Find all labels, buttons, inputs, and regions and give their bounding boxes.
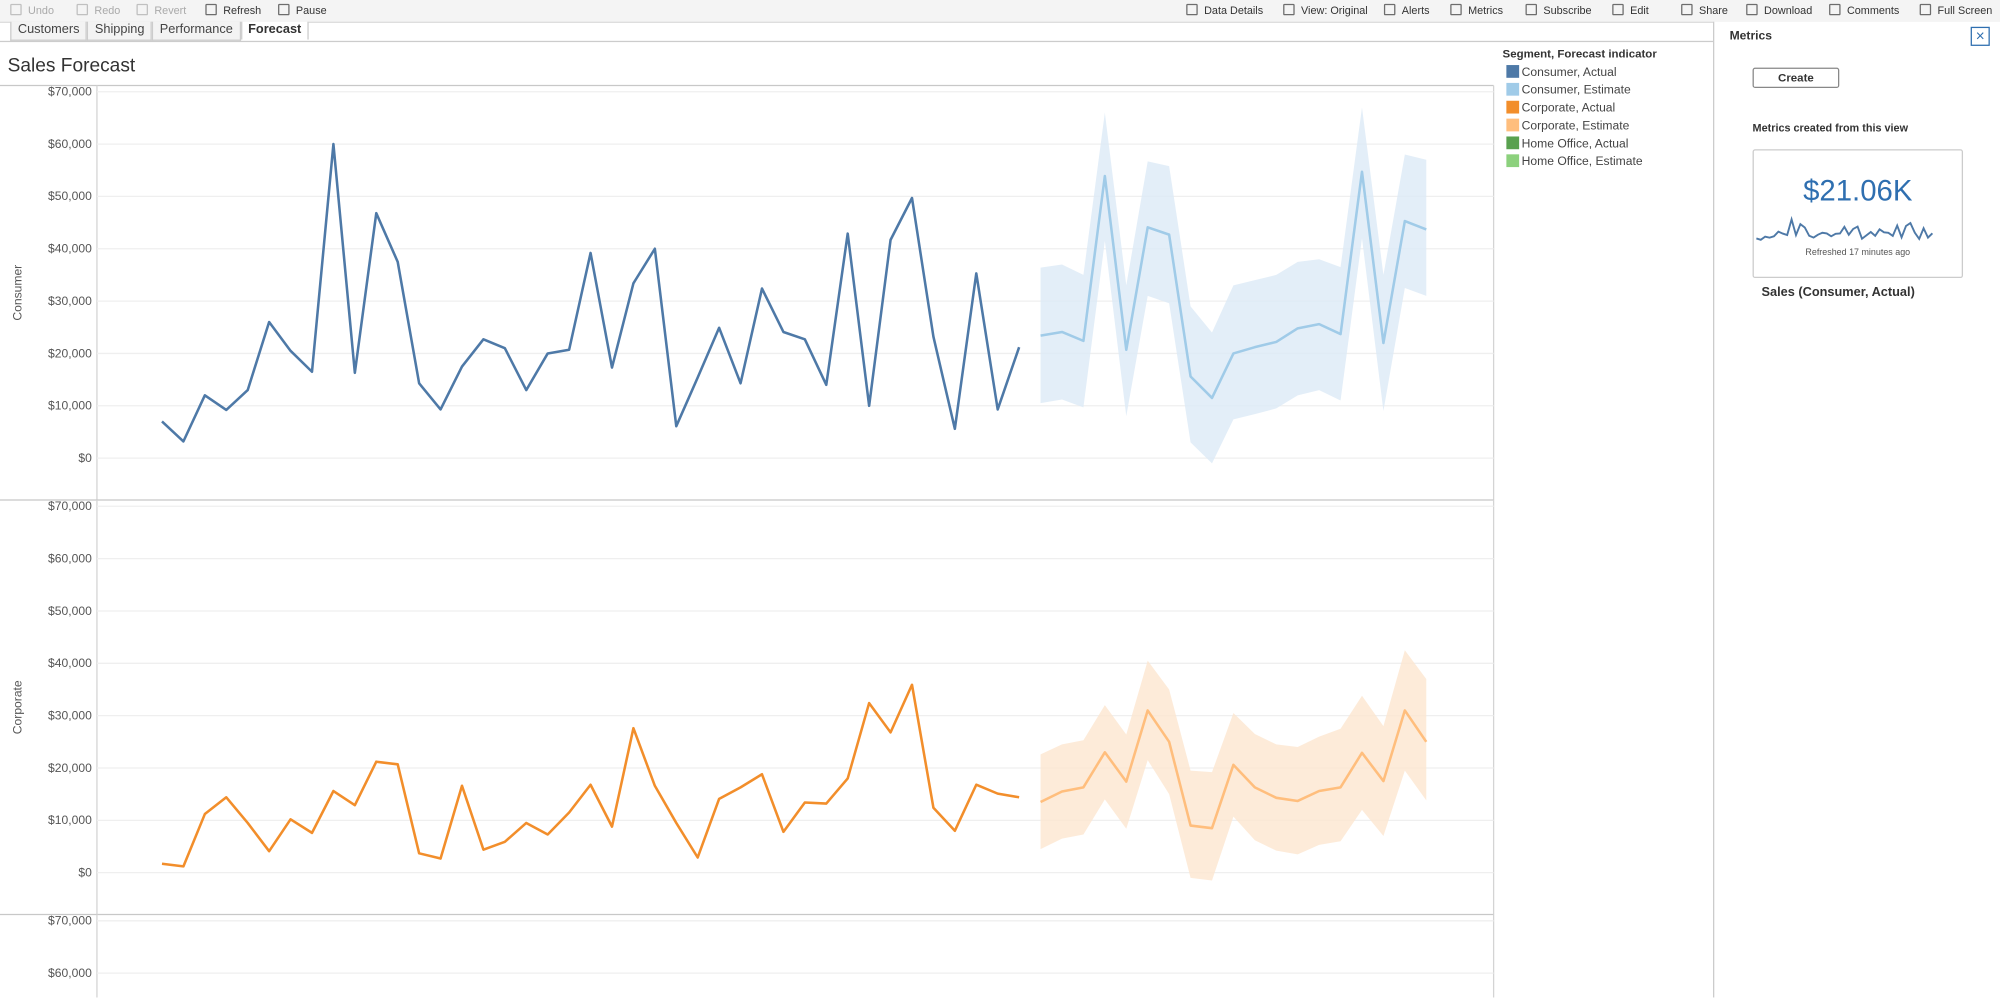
tab[interactable]: Customers [10, 21, 88, 41]
y-tick-label: $30,000 [48, 294, 92, 308]
legend-swatch [1506, 154, 1520, 168]
section-heading: Metrics created from this view [1752, 121, 1909, 134]
chart-title: Sales Forecast [8, 55, 136, 76]
close-button[interactable]: × [1970, 26, 1990, 46]
metrics-panel: Metrics × Create Metrics created from th… [1713, 21, 2000, 998]
legend-label: Corporate, Estimate [1522, 118, 1630, 132]
y-tick-label: $40,000 [48, 242, 92, 256]
toolbar-button[interactable]: Subscribe [1526, 4, 1591, 17]
y-axis-label: Consumer [11, 265, 25, 321]
y-axis-label: Corporate [11, 680, 25, 734]
toolbar-button[interactable]: Refresh [205, 4, 261, 17]
metric-name: Sales (Consumer, Actual) [1761, 285, 1915, 300]
series-line [161, 142, 1021, 443]
toolbar-button[interactable]: Data Details [1186, 4, 1263, 17]
series-line [1040, 709, 1428, 830]
y-tick-label: $10,000 [48, 399, 92, 413]
toolbar-button[interactable]: Revert [136, 4, 186, 17]
metric-value: $21.06K [1803, 173, 1913, 207]
toolbar-button[interactable]: Share [1681, 4, 1728, 17]
legend-swatch [1506, 100, 1520, 114]
y-tick-label: $60,000 [48, 551, 92, 565]
legend-title: Segment, Forecast indicator [1503, 48, 1658, 60]
y-tick-label: $70,000 [48, 85, 92, 99]
toolbar-button[interactable]: Alerts [1384, 4, 1430, 17]
tabs: Customers Shipping Performance Forecast [10, 21, 309, 41]
toolbar-button[interactable]: Full Screen [1920, 4, 1992, 17]
toolbar-button[interactable]: Metrics [1450, 4, 1503, 17]
tab[interactable]: Performance [152, 21, 241, 41]
legend-swatch [1506, 82, 1520, 96]
legend-label: Home Office, Actual [1522, 136, 1629, 150]
y-tick-label: $50,000 [48, 604, 92, 618]
y-tick-label: $20,000 [48, 761, 92, 775]
y-tick-label: $60,000 [48, 966, 92, 980]
y-tick-label: $20,000 [48, 346, 92, 360]
panel-title: Metrics [1729, 29, 1773, 44]
y-tick-label: $30,000 [48, 708, 92, 722]
tab[interactable]: Forecast [240, 21, 309, 40]
legend-label: Consumer, Actual [1522, 65, 1617, 79]
legend-swatch [1506, 65, 1520, 78]
forecast-band [1040, 107, 1427, 464]
metric-card[interactable]: $21.06K Refreshed 17 minutes ago [1752, 149, 1964, 279]
y-tick-label: $50,000 [48, 189, 92, 203]
toolbar-button[interactable]: Edit [1612, 4, 1649, 17]
tab[interactable]: Shipping [87, 21, 153, 41]
sparkline [1756, 215, 1934, 241]
y-tick-label: $70,000 [48, 499, 92, 513]
y-tick-label: $10,000 [48, 813, 92, 827]
sparkline-path [1756, 215, 1934, 241]
y-tick-label: $0 [78, 865, 92, 879]
y-tick-label: $60,000 [48, 137, 92, 151]
toolbar-button[interactable]: Redo [77, 4, 120, 17]
toolbar-button[interactable]: Download [1746, 4, 1812, 17]
toolbar-button[interactable]: Pause [278, 4, 327, 17]
chart: Sales Forecast Segment, Forecast indicat… [0, 48, 1658, 998]
divider [0, 40, 1714, 43]
legend-swatch [1506, 118, 1520, 132]
toolbar-button[interactable]: View: Original [1283, 4, 1368, 17]
legend-swatch [1506, 136, 1520, 150]
legend-label: Corporate, Actual [1522, 101, 1616, 115]
legend-label: Consumer, Estimate [1522, 83, 1631, 97]
toolbar: Undo Redo Revert Refresh Pause Data Details Vi… [0, 0, 2000, 23]
y-tick-label: $40,000 [48, 656, 92, 670]
series-line [161, 683, 1020, 868]
toolbar-button[interactable]: Comments [1829, 4, 1899, 17]
toolbar-button[interactable]: Undo [10, 4, 54, 17]
legend-label: Home Office, Estimate [1522, 154, 1643, 168]
y-tick-label: $0 [78, 451, 92, 465]
series-line [1040, 170, 1427, 400]
create-button[interactable]: Create [1752, 67, 1840, 89]
y-tick-label: $70,000 [48, 914, 92, 928]
refresh-note: Refreshed 17 minutes ago [1805, 248, 1911, 258]
